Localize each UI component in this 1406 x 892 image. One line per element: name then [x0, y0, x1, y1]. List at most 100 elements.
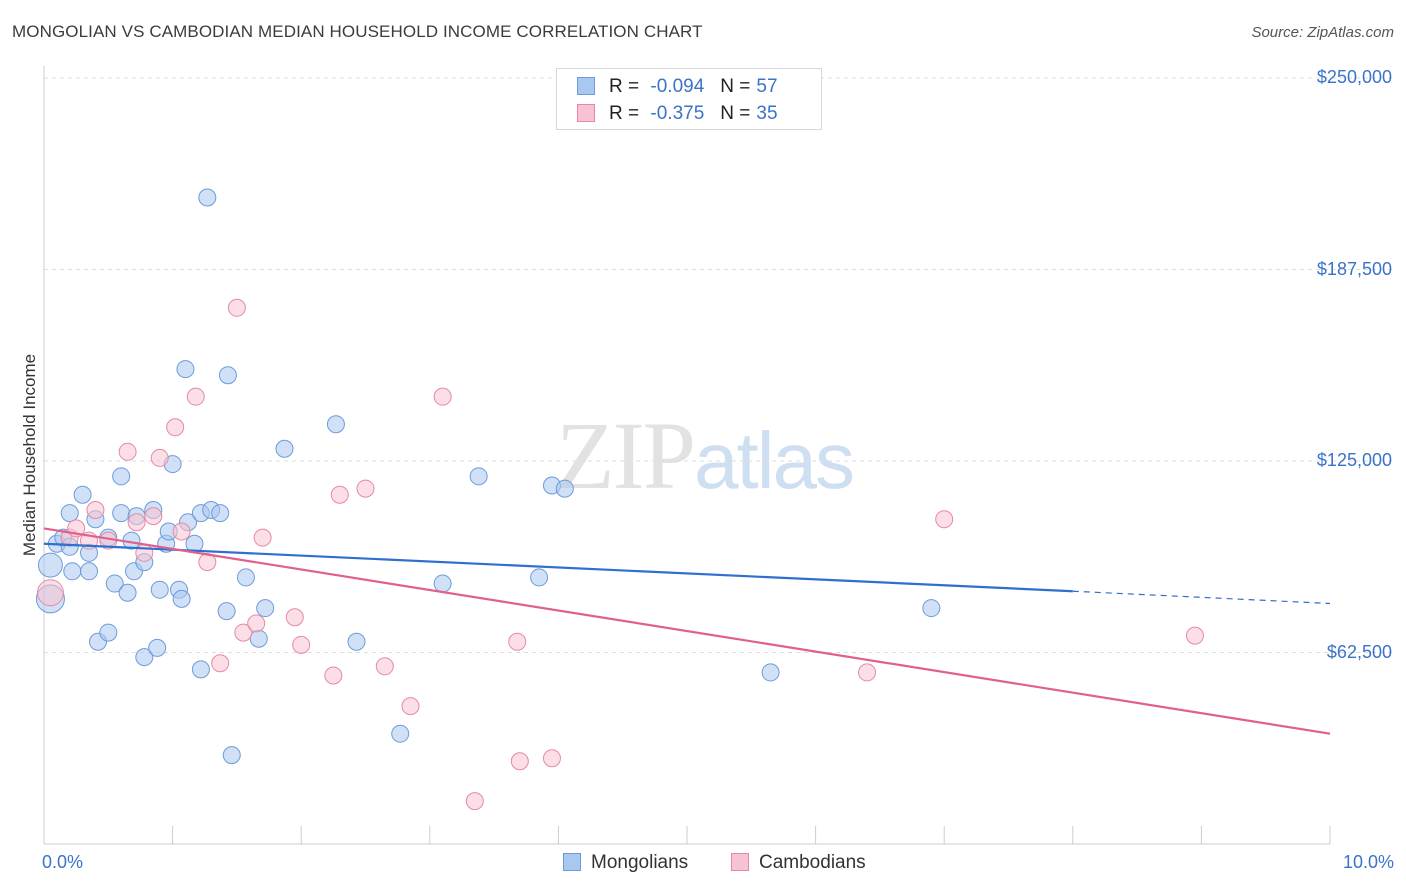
point-cambodians-20 [285, 608, 304, 627]
point-cambodians-32 [858, 663, 877, 682]
point-mongolians-45 [275, 439, 294, 458]
point-mongolians-22 [135, 648, 154, 667]
point-mongolians-49 [433, 574, 452, 593]
x-tick-label-max: 10.0% [1342, 852, 1394, 872]
point-mongolians-43 [249, 629, 268, 648]
point-cambodians-16 [227, 298, 246, 317]
n-value: 57 [756, 76, 778, 97]
point-mongolians-54 [761, 663, 780, 682]
point-cambodians-18 [247, 614, 266, 633]
legend-item-mongolians[interactable]: Mongolians [563, 852, 688, 874]
legend-swatch-cambodians [577, 104, 595, 122]
point-mongolians-30 [172, 589, 191, 608]
n-label: N = [720, 103, 751, 124]
point-cambodians-11 [166, 418, 185, 437]
r-label: R = [609, 76, 640, 97]
point-mongolians-31 [176, 360, 195, 379]
point-mongolians-6 [63, 562, 82, 581]
point-cambodians-22 [324, 666, 343, 685]
point-cambodians-21 [292, 635, 311, 654]
legend-item-cambodians[interactable]: Cambodians [731, 852, 866, 874]
point-mongolians-44 [256, 599, 275, 618]
point-mongolians-7 [73, 485, 92, 504]
point-mongolians-25 [150, 580, 169, 599]
point-cambodians-13 [186, 387, 205, 406]
y-tick-label-187500: $187,500 [1316, 258, 1392, 279]
trend-lines [43, 527, 1331, 735]
point-mongolians-48 [391, 724, 410, 743]
x-tick-label-min: 0.0% [42, 852, 84, 872]
data-points [35, 188, 1204, 811]
point-cambodians-34 [1185, 626, 1204, 645]
r-label: R = [609, 103, 640, 124]
point-mongolians-5 [60, 504, 79, 523]
point-mongolians-42 [236, 568, 255, 587]
point-cambodians-17 [234, 623, 253, 642]
point-mongolians-9 [80, 562, 99, 581]
point-cambodians-25 [375, 657, 394, 676]
trend-line-cambodians [43, 527, 1331, 735]
legend-label-cambodians: Cambodians [759, 852, 866, 873]
r-value: -0.375 [650, 103, 705, 124]
chart-source: Source: ZipAtlas.com [1251, 24, 1394, 41]
point-cambodians-33 [935, 510, 954, 529]
stats-legend: R = -0.094 N = 57 R = -0.375 N = 35 [556, 68, 822, 130]
point-mongolians-53 [555, 479, 574, 498]
legend-swatch-mongolians [563, 853, 581, 871]
point-mongolians-51 [530, 568, 549, 587]
point-cambodians-9 [144, 507, 163, 526]
legend-swatch-mongolians [577, 77, 595, 95]
point-cambodians-29 [508, 632, 527, 651]
y-tick-label-250000: $250,000 [1316, 67, 1392, 87]
point-mongolians-17 [118, 583, 137, 602]
point-cambodians-26 [401, 697, 420, 716]
point-cambodians-10 [150, 448, 169, 467]
point-cambodians-30 [510, 752, 529, 771]
point-cambodians-23 [330, 485, 349, 504]
point-cambodians-24 [356, 479, 375, 498]
point-mongolians-41 [222, 746, 241, 765]
stats-legend-row-cambodians: R = -0.375 N = 35 [577, 103, 778, 125]
y-tick-label-62500: $62,500 [1326, 641, 1392, 662]
point-mongolians-15 [112, 504, 131, 523]
r-value: -0.094 [650, 76, 705, 97]
point-mongolians-40 [218, 366, 237, 385]
point-mongolians-14 [105, 574, 124, 593]
legend-label-mongolians: Mongolians [591, 852, 689, 873]
point-mongolians-47 [347, 632, 366, 651]
point-mongolians-50 [469, 467, 488, 486]
point-cambodians-31 [542, 749, 561, 768]
n-label: N = [720, 76, 751, 97]
point-mongolians-36 [198, 188, 217, 207]
point-cambodians-12 [172, 522, 191, 541]
point-mongolians-16 [112, 467, 131, 486]
point-mongolians-39 [217, 602, 236, 621]
series-legend: Mongolians Cambodians [0, 852, 1406, 876]
point-cambodians-0 [36, 579, 64, 607]
point-cambodians-19 [253, 528, 272, 547]
watermark-zip: ZIP [556, 402, 696, 509]
point-mongolians-46 [326, 415, 345, 434]
point-cambodians-4 [86, 501, 105, 520]
point-mongolians-24 [148, 638, 167, 657]
point-cambodians-15 [211, 654, 230, 673]
y-tick-label-125000: $125,000 [1316, 450, 1392, 470]
stats-legend-row-mongolians: R = -0.094 N = 57 [577, 76, 778, 98]
grid-lines [44, 77, 1394, 653]
trend-extension-mongolians [1072, 590, 1331, 605]
point-cambodians-6 [118, 442, 137, 461]
point-mongolians-12 [99, 623, 118, 642]
point-mongolians-35 [191, 660, 210, 679]
point-mongolians-55 [922, 599, 941, 618]
n-value: 35 [756, 103, 778, 124]
point-cambodians-27 [433, 387, 452, 406]
point-cambodians-7 [127, 513, 146, 532]
point-cambodians-8 [135, 543, 154, 562]
legend-swatch-cambodians [731, 853, 749, 871]
trend-line-mongolians [43, 542, 1073, 593]
point-mongolians-38 [211, 504, 230, 523]
point-cambodians-28 [465, 792, 484, 811]
point-mongolians-0 [37, 552, 63, 578]
axes [43, 66, 1331, 845]
